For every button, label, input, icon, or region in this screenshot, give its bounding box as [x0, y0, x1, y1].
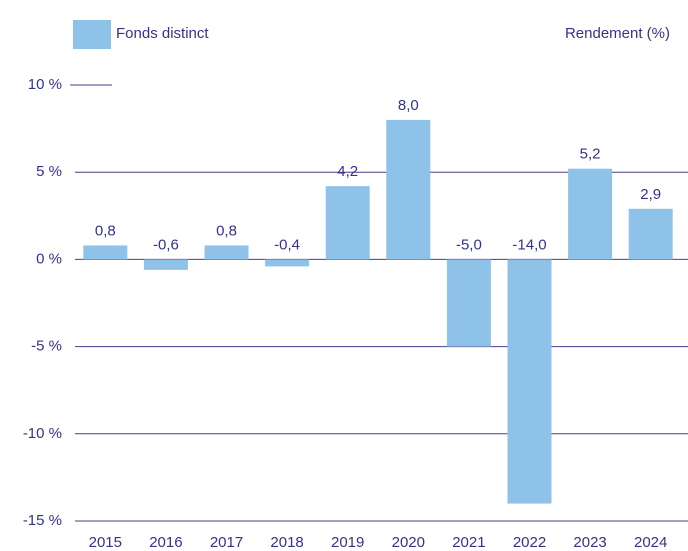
x-tick-label: 2017 [210, 534, 243, 551]
value-label: -5,0 [456, 236, 482, 253]
x-tick-label: 2024 [634, 534, 667, 551]
value-label: 8,0 [398, 97, 419, 114]
x-tick-label: 2021 [452, 534, 485, 551]
value-label: 2,9 [640, 186, 661, 203]
y-tick-label: -10 % [23, 425, 62, 442]
bar [628, 208, 673, 260]
legend-label: Fonds distinct [116, 25, 209, 42]
y-tick-label: 0 % [36, 250, 62, 267]
x-tick-label: 2015 [89, 534, 122, 551]
bar [386, 119, 431, 260]
value-label: 5,2 [580, 146, 601, 163]
y-tick-label: -5 % [31, 338, 62, 355]
bar [143, 259, 188, 270]
bar [507, 259, 552, 504]
x-tick-label: 2019 [331, 534, 364, 551]
x-tick-label: 2022 [513, 534, 546, 551]
value-label: 4,2 [337, 163, 358, 180]
bar [83, 245, 128, 260]
x-tick-label: 2018 [270, 534, 303, 551]
bar [446, 259, 491, 347]
value-label: -0,6 [153, 236, 179, 253]
bar [568, 168, 613, 260]
x-tick-label: 2023 [573, 534, 606, 551]
legend-swatch [73, 20, 111, 49]
y-tick-label: -15 % [23, 512, 62, 529]
value-label: -14,0 [512, 236, 546, 253]
x-tick-label: 2020 [392, 534, 425, 551]
y-tick-label: 5 % [36, 163, 62, 180]
value-label: 0,8 [216, 222, 237, 239]
value-label: 0,8 [95, 222, 116, 239]
y-tick-label: 10 % [28, 76, 62, 93]
y-axis-label: Rendement (%) [565, 25, 670, 42]
bar [204, 245, 249, 260]
value-label: -0,4 [274, 236, 300, 253]
bar [325, 186, 370, 260]
bar [265, 259, 310, 267]
x-tick-label: 2016 [149, 534, 182, 551]
